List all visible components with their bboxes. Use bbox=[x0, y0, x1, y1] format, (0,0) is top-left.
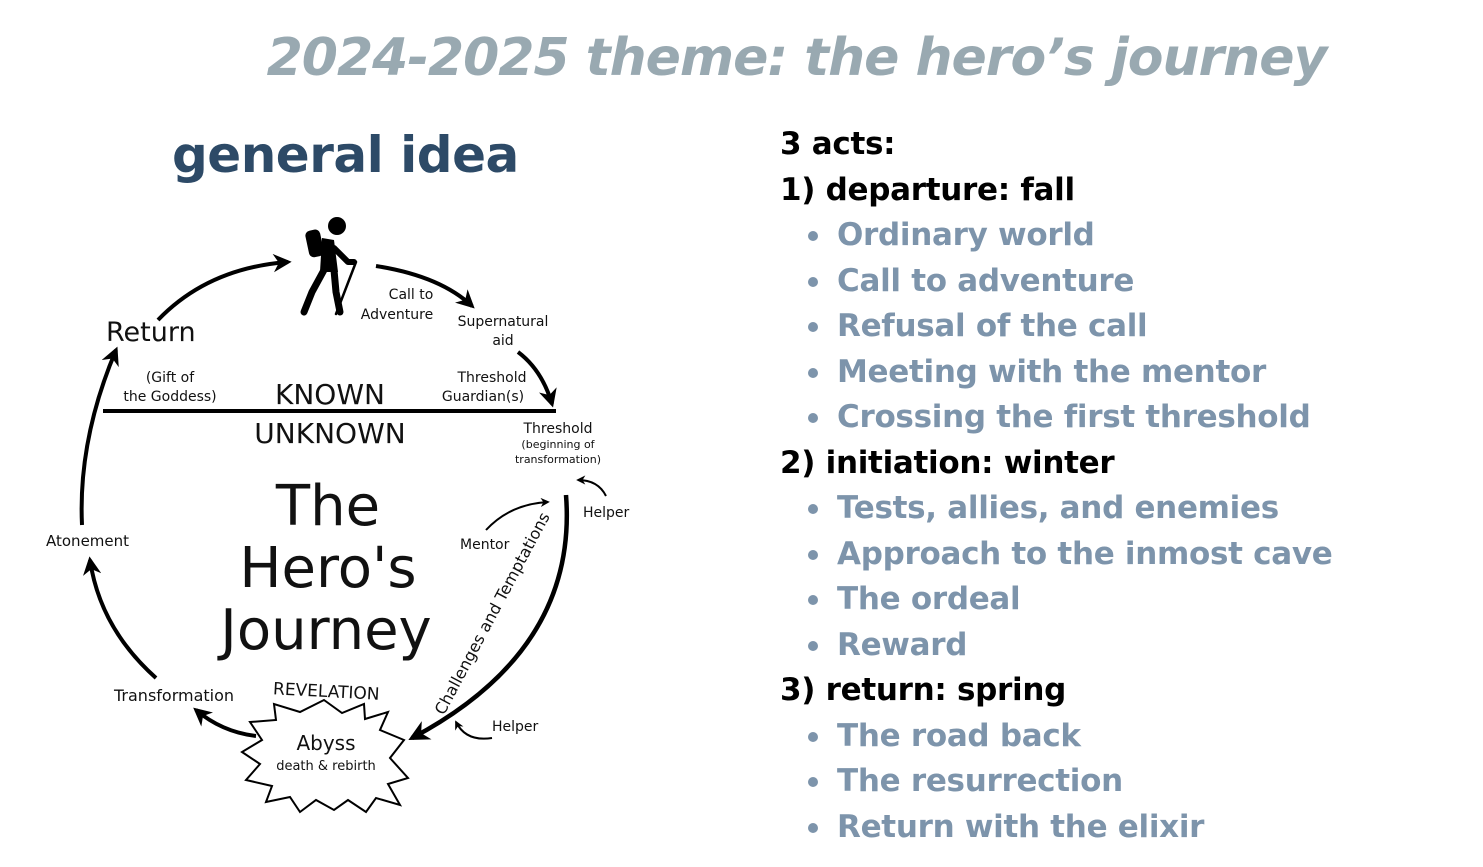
threshold-label: Threshold bbox=[523, 421, 593, 437]
list-item: The road back bbox=[780, 714, 1470, 760]
step-label: The resurrection bbox=[837, 763, 1123, 799]
gift-label-line-2: the Goddess) bbox=[123, 389, 216, 405]
hiker-icon bbox=[300, 217, 358, 316]
arc-threshold-to-abyss bbox=[408, 494, 570, 740]
helper-top-label: Helper bbox=[583, 505, 630, 521]
list-item: Return with the elixir bbox=[780, 805, 1470, 851]
list-item: The ordeal bbox=[780, 577, 1470, 623]
helper-bottom-label: Helper bbox=[492, 719, 539, 735]
helper-top-arrow bbox=[576, 475, 607, 497]
arc-abyss-to-transformation bbox=[193, 707, 257, 738]
atonement-label: Atonement bbox=[46, 532, 129, 550]
acts-heading: 3 acts: bbox=[780, 126, 896, 162]
abyss-label: Abyss bbox=[296, 731, 355, 755]
list-item: Refusal of the call bbox=[780, 304, 1470, 350]
gift-label-line-1: (Gift of bbox=[146, 370, 195, 386]
list-item: Reward bbox=[780, 623, 1470, 669]
list-item: Approach to the inmost cave bbox=[780, 532, 1470, 578]
mentor-arrow bbox=[485, 497, 550, 531]
bullet-icon bbox=[808, 822, 818, 833]
diagram-title-line-2: Hero's bbox=[239, 536, 416, 601]
step-label: The road back bbox=[837, 717, 1081, 754]
transformation-label: Transformation bbox=[113, 686, 234, 705]
bullet-icon bbox=[808, 231, 818, 241]
unknown-label: UNKNOWN bbox=[254, 417, 405, 450]
slide-title: 2024-2025 theme: the hero’s journey bbox=[266, 28, 1328, 88]
step-label: Reward bbox=[837, 626, 968, 663]
bullet-icon bbox=[808, 595, 818, 605]
section-heading: general idea bbox=[172, 126, 519, 184]
step-label: The ordeal bbox=[837, 581, 1021, 617]
bullet-icon bbox=[808, 640, 818, 651]
list-item: Meeting with the mentor bbox=[780, 350, 1470, 396]
supernatural-label-line-2: aid bbox=[492, 333, 513, 349]
bullet-icon bbox=[808, 777, 818, 787]
step-label: Refusal of the call bbox=[837, 308, 1148, 344]
step-label: Approach to the inmost cave bbox=[837, 535, 1333, 572]
threshold-sub-line-2: transformation) bbox=[515, 453, 601, 466]
bullet-icon bbox=[808, 504, 818, 514]
bullet-icon bbox=[808, 367, 818, 378]
bullet-icon bbox=[808, 549, 818, 560]
call-label-line-1: Call to bbox=[389, 287, 434, 303]
step-label: Tests, allies, and enemies bbox=[837, 490, 1279, 526]
acts-outline: 3 acts: 1) departure: fall Ordinary world… bbox=[780, 122, 1470, 850]
arc-aid-to-threshold bbox=[516, 350, 557, 408]
step-label: Return with the elixir bbox=[837, 808, 1205, 845]
arc-start-to-aid bbox=[375, 264, 475, 309]
guardians-label-line-1: Threshold bbox=[457, 370, 527, 386]
revelation-label: REVELATION bbox=[273, 679, 380, 705]
acts-list: 1) departure: fall Ordinary world Call to … bbox=[780, 168, 1470, 851]
diagram-title-line-1: The bbox=[275, 474, 380, 539]
arc-atonement-to-return bbox=[79, 346, 119, 526]
step-label: Call to adventure bbox=[837, 262, 1135, 299]
return-label: Return bbox=[106, 317, 196, 348]
abyss-starburst bbox=[240, 698, 410, 814]
arc-transformation-to-atonement bbox=[83, 556, 158, 680]
list-item: Tests, allies, and enemies bbox=[780, 486, 1470, 532]
bullet-icon bbox=[808, 413, 818, 423]
bullet-icon bbox=[808, 731, 818, 742]
list-item: Crossing the first threshold bbox=[780, 395, 1470, 441]
step-label: Meeting with the mentor bbox=[837, 353, 1266, 390]
list-item: The resurrection bbox=[780, 759, 1470, 805]
supernatural-label-line-1: Supernatural bbox=[458, 314, 549, 330]
list-item: Call to adventure bbox=[780, 259, 1470, 305]
helper-bottom-arrow bbox=[455, 720, 493, 740]
act-heading: 3) return: spring bbox=[780, 672, 1066, 708]
heros-journey-diagram: The Hero's Journey KNOWN UNKNOWN Return … bbox=[46, 217, 630, 814]
arc-return-to-start bbox=[156, 253, 292, 322]
bullet-icon bbox=[808, 322, 818, 332]
call-label-line-2: Adventure bbox=[361, 307, 433, 323]
step-label: Crossing the first threshold bbox=[837, 399, 1311, 435]
abyss-sub-label: death & rebirth bbox=[276, 759, 376, 774]
list-item: Ordinary world bbox=[780, 213, 1470, 259]
act-step-list: The road back The resurrection Return with… bbox=[780, 714, 1470, 851]
diagram-title-line-3: Journey bbox=[217, 598, 431, 663]
act-heading: 2) initiation: winter bbox=[780, 444, 1115, 481]
act-step-list: Tests, allies, and enemies Approach to th… bbox=[780, 486, 1470, 668]
mentor-label: Mentor bbox=[460, 537, 510, 553]
bullet-icon bbox=[808, 276, 818, 287]
step-label: Ordinary world bbox=[837, 217, 1095, 253]
threshold-sub-line-1: (beginning of bbox=[521, 438, 595, 451]
known-label: KNOWN bbox=[275, 378, 385, 411]
guardians-label-line-2: Guardian(s) bbox=[442, 389, 524, 405]
act-step-list: Ordinary world Call to adventure Refusal o… bbox=[780, 213, 1470, 441]
act-heading: 1) departure: fall bbox=[780, 171, 1075, 208]
